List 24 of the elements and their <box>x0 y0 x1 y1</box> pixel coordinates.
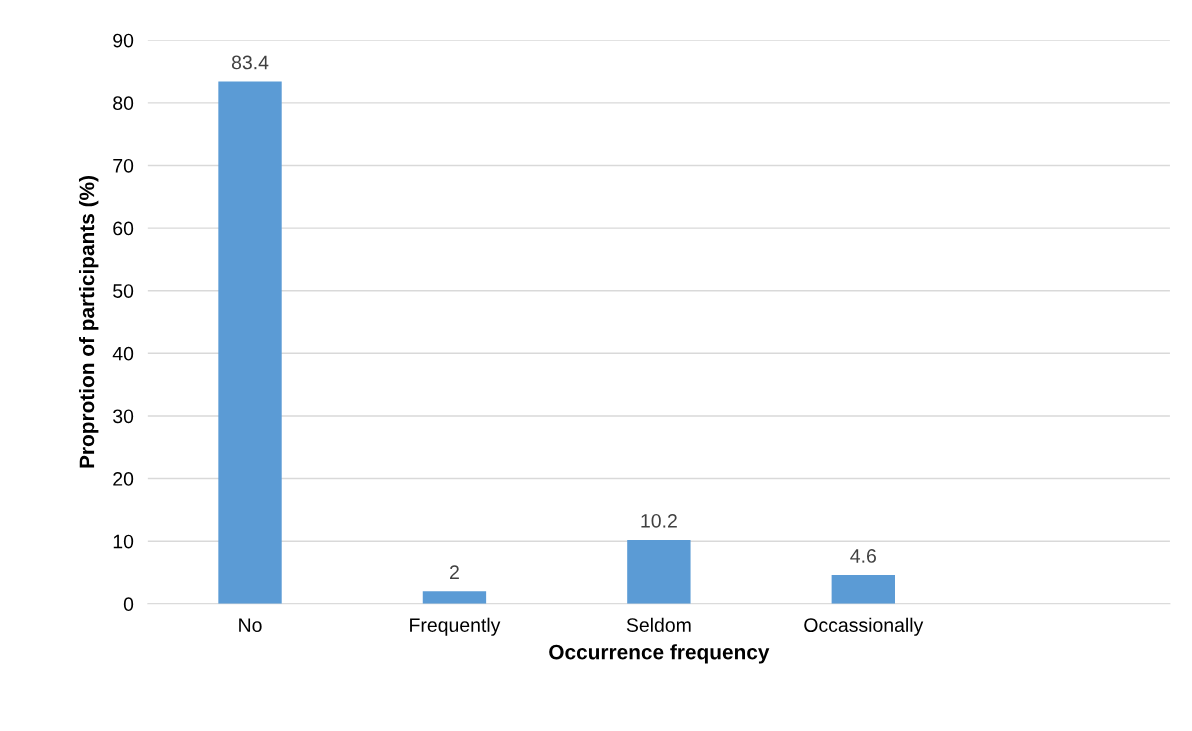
x-tick-label: No <box>239 618 262 632</box>
y-tick-label: 60 <box>113 221 134 236</box>
data-label: 10.2 <box>641 513 677 528</box>
bar <box>422 591 487 604</box>
data-label: 2 <box>450 565 459 579</box>
bar <box>627 539 691 604</box>
x-tick-label: Frequently <box>410 617 501 636</box>
x-tick-label: Seldom <box>626 617 691 632</box>
y-tick-label: 20 <box>113 472 134 486</box>
y-tick-label: 50 <box>113 284 134 298</box>
bar <box>218 81 282 604</box>
x-tick-label: Occassionally <box>804 617 924 636</box>
y-tick-label: 10 <box>113 534 134 549</box>
data-label: 4.6 <box>850 549 876 563</box>
data-label: 83.4 <box>231 55 269 70</box>
bar <box>831 575 895 604</box>
y-tick-label: 40 <box>112 346 134 361</box>
y-tick-label: 70 <box>113 158 134 173</box>
y-axis-title: Proprotion of participants (%) <box>78 176 99 468</box>
y-tick-label: 90 <box>113 33 134 48</box>
y-tick-label: 0 <box>123 597 134 612</box>
y-tick-label: 80 <box>113 96 134 111</box>
x-axis-title: Occurrence frequency <box>549 644 770 664</box>
y-tick-label: 30 <box>113 409 134 424</box>
